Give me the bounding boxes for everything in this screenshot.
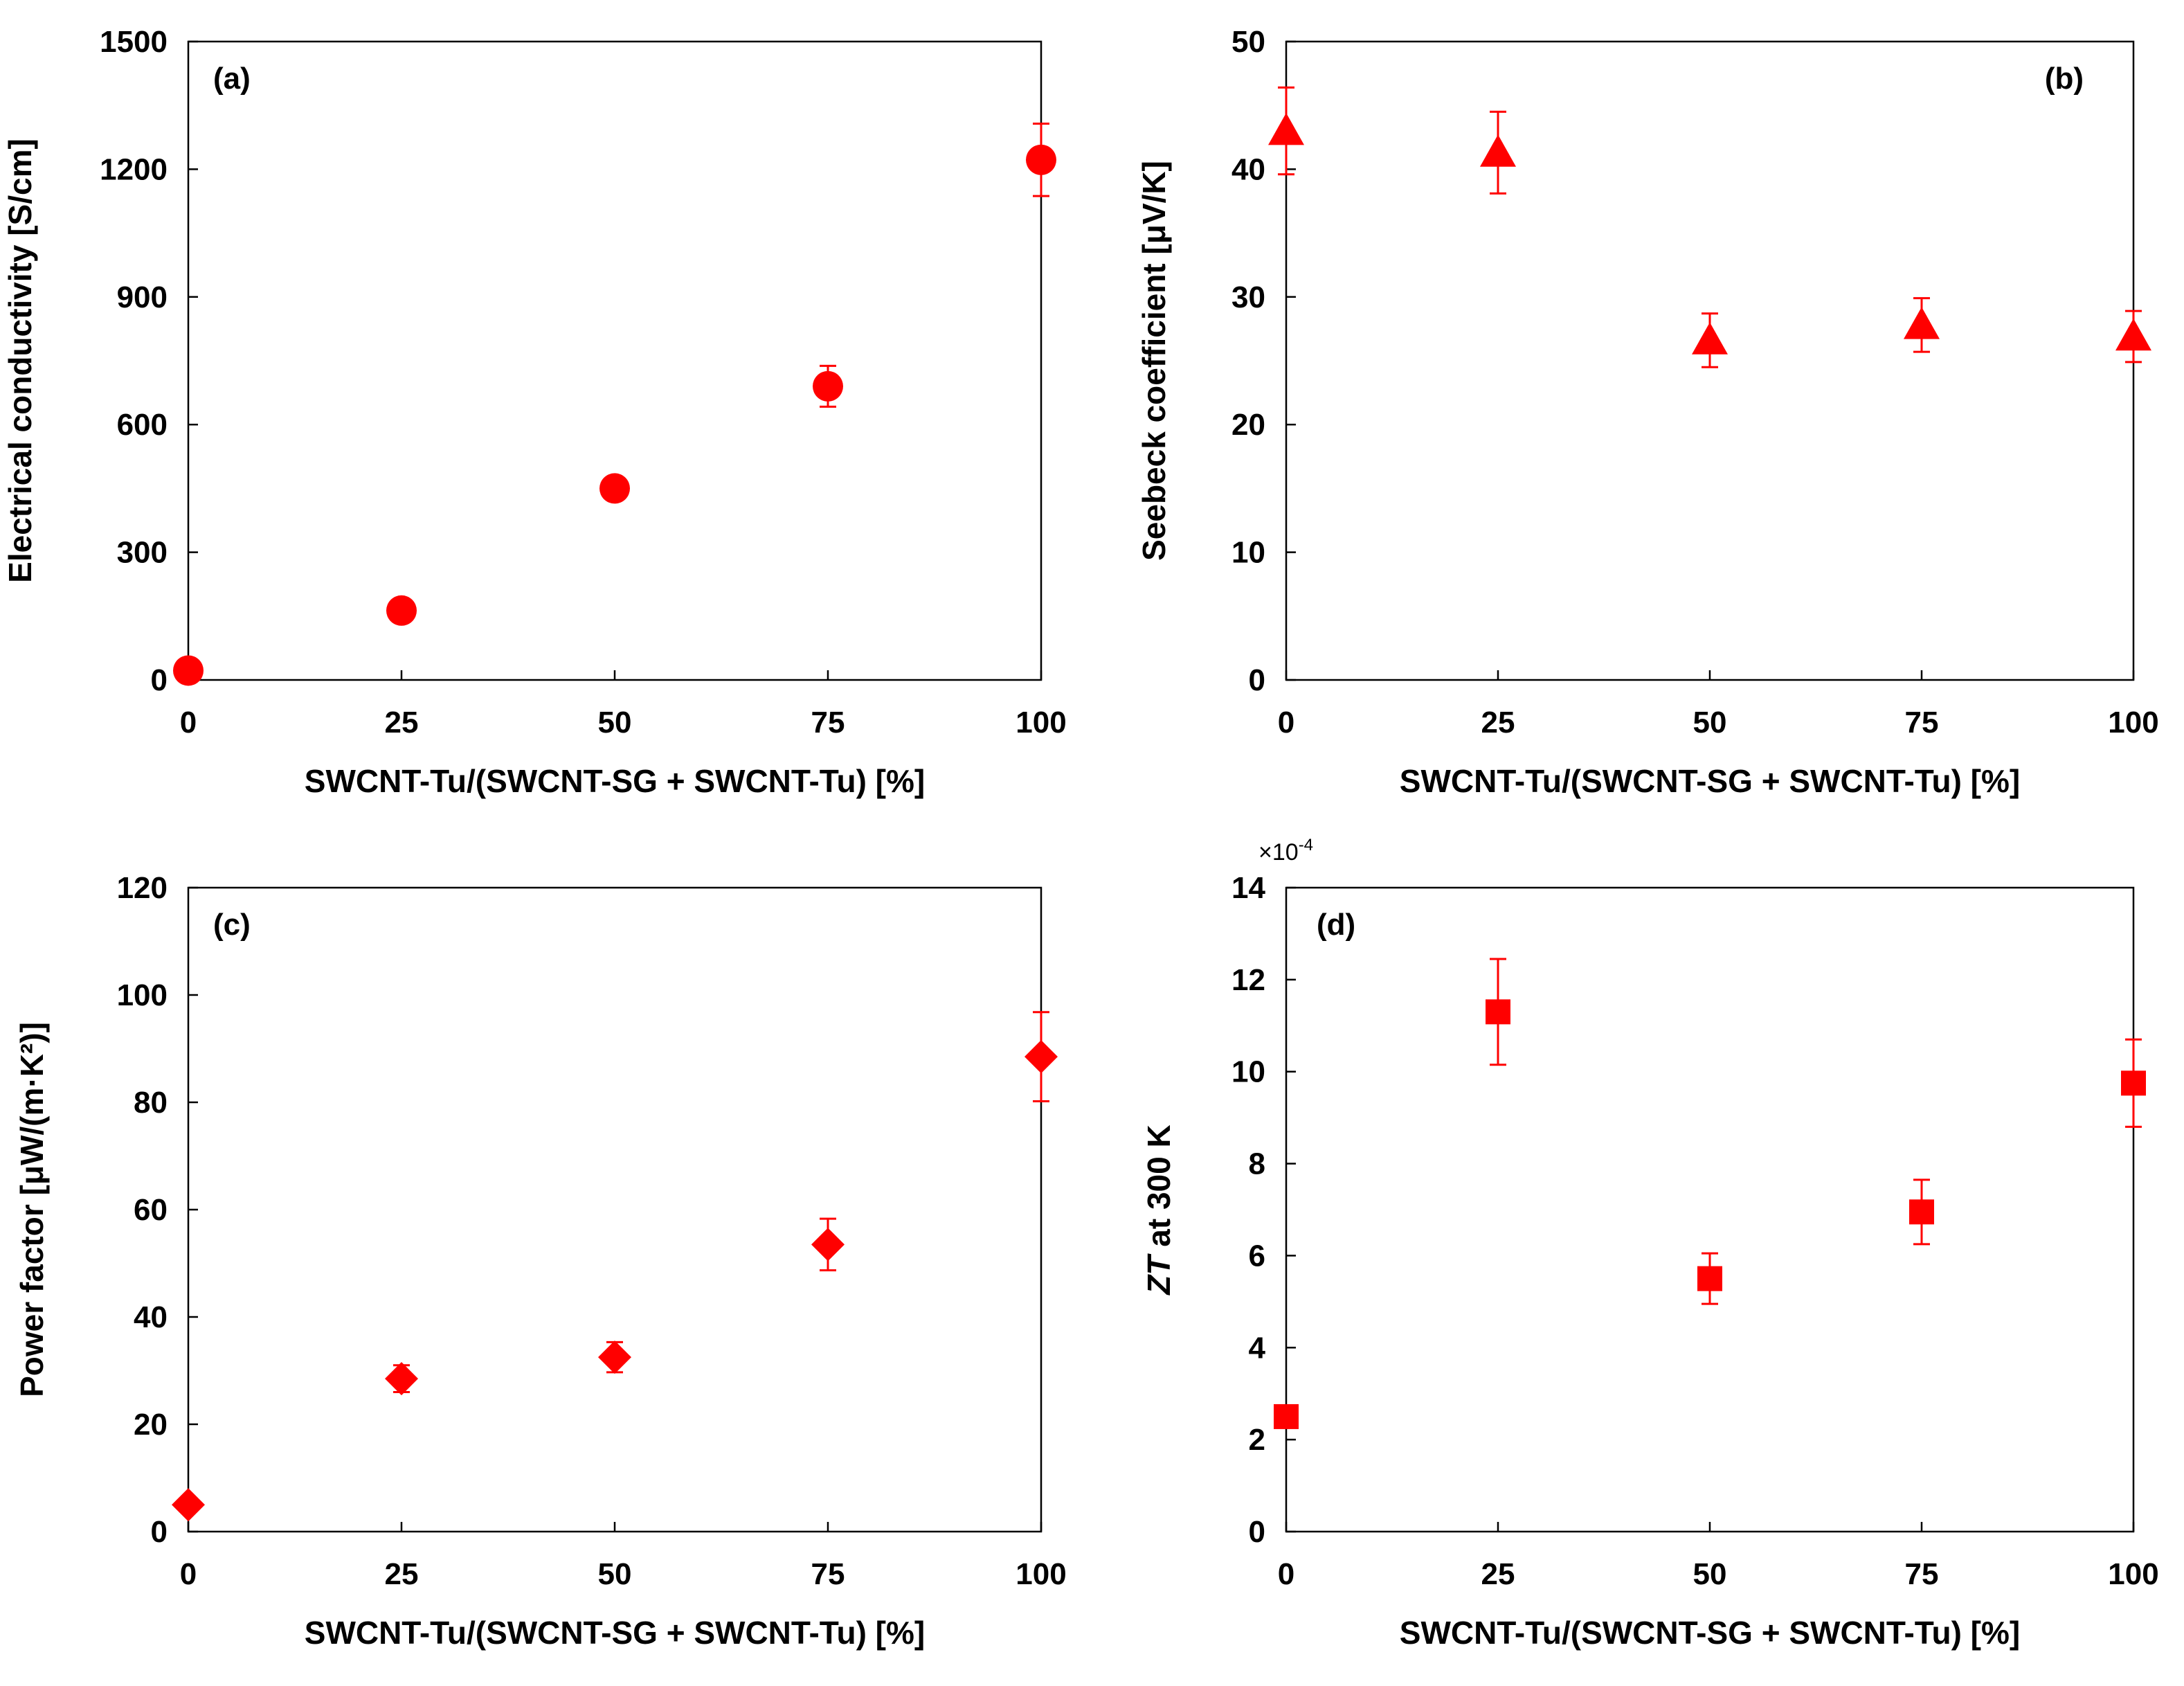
y-tick-label: 0: [1249, 663, 1265, 697]
x-tick-label: 25: [385, 706, 419, 739]
panel-label: (c): [213, 908, 251, 942]
y-axis-label: ZT at 300 K: [1141, 1124, 1177, 1295]
data-point: [1904, 307, 1940, 339]
data-point: [1480, 134, 1516, 167]
x-axis-label: SWCNT-Tu/(SWCNT-SG + SWCNT-Tu) [%]: [305, 763, 925, 799]
axis-multiplier-base: ×10: [1258, 839, 1299, 866]
axis-multiplier-exponent: -4: [1299, 836, 1313, 854]
chart-d: 0 25 50 75 100 0 2 4 6 8 10 12 14 SWCNT-Tu/(SWCNT-SG …: [1141, 836, 2159, 1651]
y-tick-label: 0: [151, 663, 168, 697]
x-tick-label: 100: [2108, 1557, 2158, 1591]
y-tick-label: 120: [117, 871, 168, 905]
plot-frame: [187, 886, 1043, 1533]
panel-label: (a): [213, 62, 251, 96]
x-tick-label: 75: [1905, 1557, 1939, 1591]
y-tick-label: 40: [134, 1300, 168, 1334]
x-tick-label: 25: [1481, 1557, 1515, 1591]
y-tick-label: 6: [1249, 1239, 1265, 1273]
data-point: [1692, 322, 1728, 355]
y-tick-label: 10: [1231, 536, 1265, 570]
y-axis-label-rest: at 300 K: [1141, 1124, 1177, 1255]
data-point: [1026, 144, 1056, 175]
y-tick-label: 1500: [100, 25, 168, 59]
x-tick-label: 50: [598, 1557, 632, 1591]
axis-multiplier: ×10-4: [1258, 836, 1313, 866]
data-point: [385, 1362, 418, 1396]
x-axis-label: SWCNT-Tu/(SWCNT-SG + SWCNT-Tu) [%]: [1400, 1615, 2020, 1651]
data-point: [599, 473, 630, 504]
y-axis-label-italic: ZT: [1141, 1253, 1177, 1296]
x-tick-label: 100: [1016, 1557, 1066, 1591]
y-tick-label: 4: [1249, 1331, 1266, 1365]
x-tick-label: 0: [180, 706, 197, 739]
data-point: [172, 1488, 205, 1522]
y-tick-label: 20: [134, 1408, 168, 1442]
y-tick-label: 0: [1249, 1515, 1265, 1549]
x-tick-label: 0: [1278, 706, 1294, 739]
x-tick-label: 50: [1693, 1557, 1727, 1591]
data-point: [813, 370, 843, 402]
data-point: [1697, 1266, 1722, 1291]
y-tick-label: 20: [1231, 408, 1265, 442]
y-tick-label: 900: [117, 280, 168, 314]
x-tick-label: 75: [811, 706, 845, 739]
y-tick-label: 1200: [100, 152, 168, 186]
panel-label: (b): [2045, 62, 2084, 96]
plot-frame: [187, 40, 1043, 681]
y-tick-label: 80: [134, 1086, 168, 1120]
data-point: [173, 655, 204, 686]
y-tick-label: 8: [1249, 1147, 1265, 1181]
chart-c: 0 25 50 75 100 0 20 40 60 80 100 120 SWCNT-Tu/(SWCNT…: [14, 871, 1067, 1651]
data-point: [2115, 318, 2151, 351]
y-tick-label: 10: [1231, 1055, 1265, 1089]
y-axis-label: Power factor [μW/(m·K²)]: [14, 1022, 50, 1397]
data-point: [1486, 999, 1510, 1025]
y-tick-label: 2: [1249, 1423, 1265, 1457]
y-axis-label: Seebeck coefficient [μV/K]: [1136, 161, 1172, 561]
data-point: [1909, 1199, 1934, 1225]
x-tick-label: 0: [1278, 1557, 1294, 1591]
x-tick-label: 75: [1905, 706, 1939, 739]
y-tick-label: 12: [1231, 963, 1265, 997]
x-tick-label: 25: [385, 1557, 419, 1591]
x-tick-label: 50: [1693, 706, 1727, 739]
x-axis-label: SWCNT-Tu/(SWCNT-SG + SWCNT-Tu) [%]: [1400, 763, 2020, 799]
y-tick-label: 0: [151, 1515, 168, 1549]
panel-label: (d): [1317, 908, 1355, 942]
y-axis-label: Electrical conductivity [S/cm]: [2, 138, 38, 583]
y-tick-label: 600: [117, 408, 168, 442]
data-point: [2121, 1070, 2146, 1096]
y-tick-label: 300: [117, 536, 168, 570]
x-tick-label: 75: [811, 1557, 845, 1591]
data-point: [1025, 1040, 1058, 1074]
y-tick-label: 100: [117, 978, 168, 1012]
y-tick-label: 30: [1231, 280, 1265, 314]
y-tick-label: 14: [1231, 871, 1265, 905]
plot-frame: [1285, 886, 2135, 1533]
data-point: [1274, 1403, 1299, 1429]
y-tick-label: 60: [134, 1193, 168, 1227]
x-tick-label: 0: [180, 1557, 197, 1591]
y-tick-label: 50: [1231, 25, 1265, 59]
data-point: [598, 1340, 631, 1374]
data-point: [386, 595, 417, 626]
chart-b: 0 25 50 75 100 0 10 20 30 40 50 SWCNT-Tu/(SWCNT-SG …: [1136, 25, 2159, 799]
x-tick-label: 100: [2108, 706, 2158, 739]
data-point: [1268, 113, 1304, 145]
x-tick-label: 100: [1016, 706, 1066, 739]
y-tick-label: 40: [1231, 152, 1265, 186]
data-point: [811, 1228, 845, 1262]
x-tick-label: 50: [598, 706, 632, 739]
x-axis-label: SWCNT-Tu/(SWCNT-SG + SWCNT-Tu) [%]: [305, 1615, 925, 1651]
x-tick-label: 25: [1481, 706, 1515, 739]
chart-a: 0 25 50 75 100 0 300 600 900 1200 1500 SWCNT-Tu/(SW…: [2, 25, 1067, 799]
